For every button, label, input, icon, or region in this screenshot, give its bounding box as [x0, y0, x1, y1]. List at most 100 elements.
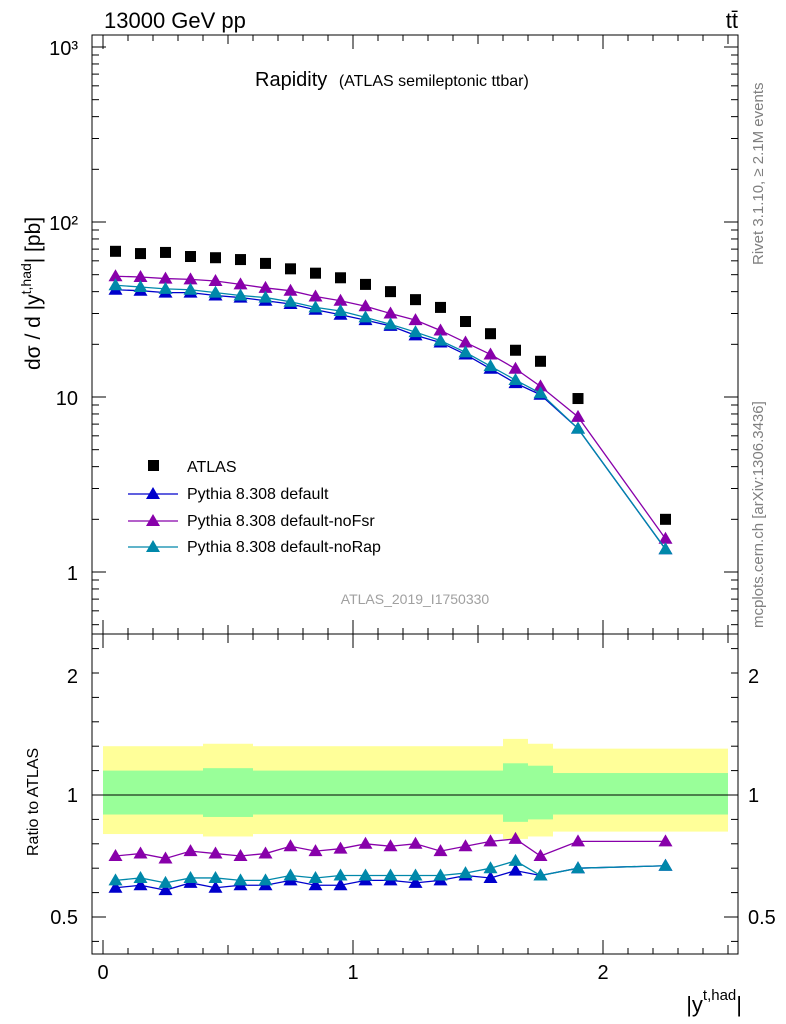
atlas-data-point	[360, 278, 371, 290]
ratio-panel: 0.5 1 2 0.5 1 2 Ratio to ATLAS 0 1 2 |yt…	[25, 633, 776, 1017]
main-y-axis-label-sup: t,had	[18, 263, 34, 294]
legend-atlas-marker	[148, 460, 159, 471]
pythia-8-308-default-nofsr-point	[533, 379, 548, 392]
pythia-8-308-default-norap-point	[358, 310, 373, 323]
pythia-8-308-default-nofsr-ratio-point	[308, 844, 323, 857]
pythia-8-308-default-norap-point	[571, 421, 585, 434]
pythia-8-308-default-nofsr-point	[483, 347, 498, 360]
atlas-data-point	[135, 248, 146, 260]
pythia-8-308-default-nofsr-point	[283, 283, 298, 296]
pythia-8-308-default-norap-ratio-point	[533, 868, 548, 881]
ratio-y-tick-right-1: 1	[748, 785, 759, 807]
pythia-8-308-default-norap-ratio-point	[208, 870, 223, 883]
pythia-8-308-default-norap-point	[508, 373, 523, 386]
pythia-8-308-default-nofsr-point	[183, 272, 198, 285]
legend-nofsr-marker	[146, 514, 160, 526]
pythia-8-308-default-nofsr-ratio-point	[458, 839, 473, 852]
pythia-8-308-default-norap-ratio-point	[458, 866, 473, 879]
atlas-data-point	[335, 272, 346, 284]
ratio-band-inner	[478, 770, 503, 815]
pythia-8-308-default-nofsr-ratio-point	[358, 836, 373, 849]
pythia-8-308-default-nofsr-point	[408, 313, 423, 326]
pythia-8-308-default-nofsr-point	[433, 323, 448, 336]
legend: ATLAS Pythia 8.308 default Pythia 8.308 …	[128, 459, 381, 556]
ratio-band-inner	[603, 773, 728, 815]
atlas-data-point	[460, 316, 471, 328]
ratio-band-inner	[403, 770, 428, 815]
main-y-axis-label-main: dσ / d |y	[22, 294, 45, 370]
pythia-8-308-default-norap-point	[133, 280, 148, 293]
pythia-8-308-default-nofsr-ratio-point	[533, 849, 548, 861]
x-tick-label-1: 1	[347, 962, 358, 984]
pythia-8-308-default-norap-ratio-point	[258, 873, 273, 886]
pythia-8-308-default-norap-point	[533, 386, 548, 399]
x-tick-label-2: 2	[597, 962, 608, 984]
pythia-8-308-default-ratio-point	[133, 878, 148, 891]
pythia-8-308-default-nofsr-point	[358, 299, 373, 312]
ratio-band-inner	[553, 773, 603, 815]
main-y-tick-label-100: 10²	[49, 213, 78, 235]
pythia-8-308-default-norap-point	[658, 542, 673, 555]
main-y-axis-label: dσ / d |yt,had| [pb]	[18, 217, 45, 370]
pythia-8-308-default-nofsr-ratio-point	[133, 846, 148, 859]
legend-nofsr-label: Pythia 8.308 default-noFsr	[187, 513, 375, 530]
main-y-tick-label-1000: 10³	[49, 38, 78, 60]
pythia-8-308-default-nofsr-point	[108, 269, 123, 282]
pythia-8-308-default-ratio-point	[333, 878, 348, 891]
main-y-tick-label-10: 10	[56, 388, 78, 410]
ratio-y-tick-right-0.5: 0.5	[748, 907, 776, 929]
pythia-8-308-default-norap-point	[108, 278, 123, 291]
ratio-band-inner	[353, 770, 378, 815]
pythia-8-308-default-nofsr-point	[508, 361, 523, 374]
ratio-y-tick-left-0.5: 0.5	[50, 907, 78, 929]
pythia-8-308-default-norap-point	[408, 325, 423, 338]
pythia-8-308-default-nofsr-ratio-point	[108, 849, 123, 861]
pythia-8-308-default-nofsr-point	[208, 274, 223, 287]
pythia-8-308-default-nofsr-ratio-point	[208, 846, 223, 859]
pythia-8-308-default-norap-point	[433, 333, 448, 346]
pythia-8-308-default-nofsr-ratio-point	[508, 831, 523, 844]
pythia-8-308-default-norap-point	[483, 359, 498, 372]
pythia-8-308-default-ratio-point	[158, 883, 173, 896]
atlas-data-point	[435, 301, 446, 313]
main-y-axis-label-tail: | [pb]	[22, 217, 45, 263]
ratio-bands	[103, 738, 728, 839]
pythia-8-308-default-norap-ratio-point	[183, 870, 198, 883]
mcplots-label: mcplots.cern.ch [arXiv:1306.3436]	[750, 401, 767, 628]
atlas-data-point	[660, 513, 671, 525]
energy-label: 13000 GeV pp	[104, 8, 246, 33]
atlas-data-point	[535, 355, 546, 367]
atlas-data-point	[160, 246, 171, 258]
pythia-8-308-default-norap-ratio-point	[383, 868, 398, 881]
pythia-8-308-default-ratio-point	[508, 863, 523, 876]
main-y-ticks	[92, 46, 738, 626]
pythia-8-308-default-nofsr-ratio-point	[158, 851, 173, 864]
pythia-8-308-default-norap-point	[233, 288, 248, 301]
main-y-tick-label-1: 1	[67, 563, 78, 585]
ratio-y-axis-label: Ratio to ATLAS	[25, 748, 42, 856]
main-series-group	[108, 245, 673, 555]
pythia-8-308-default-nofsr-point	[383, 306, 398, 319]
ratio-band-inner	[303, 770, 328, 815]
chart-title-main: Rapidity	[255, 69, 327, 91]
pythia-8-308-default-nofsr-point	[658, 531, 673, 544]
pythia-8-308-default-nofsr-ratio-point	[283, 839, 298, 852]
pythia-8-308-default-norap-ratio-point	[508, 853, 523, 866]
x-axis-label-sup: t,had	[703, 987, 736, 1004]
pythia-8-308-default-nofsr-ratio-point	[658, 834, 673, 847]
atlas-data-point	[310, 267, 321, 279]
pythia-8-308-default-norap-ratio-point	[333, 868, 348, 881]
ratio-band-inner	[128, 770, 153, 815]
ratio-band-inner	[203, 768, 228, 817]
atlas-data-point	[210, 252, 221, 264]
pythia-8-308-default-nofsr-ratio-point	[483, 834, 498, 847]
pythia-8-308-default-norap-point	[458, 345, 473, 358]
pythia-8-308-default-ratio-point	[483, 870, 498, 883]
pythia-8-308-default-nofsr-ratio-point	[233, 849, 248, 861]
pythia-8-308-default-norap-ratio-point	[358, 868, 373, 881]
ratio-band-inner	[503, 763, 528, 822]
legend-atlas-label: ATLAS	[187, 459, 237, 476]
ratio-y-tick-right-2: 2	[748, 666, 759, 688]
pythia-8-308-default-norap-ratio-point	[308, 870, 323, 883]
